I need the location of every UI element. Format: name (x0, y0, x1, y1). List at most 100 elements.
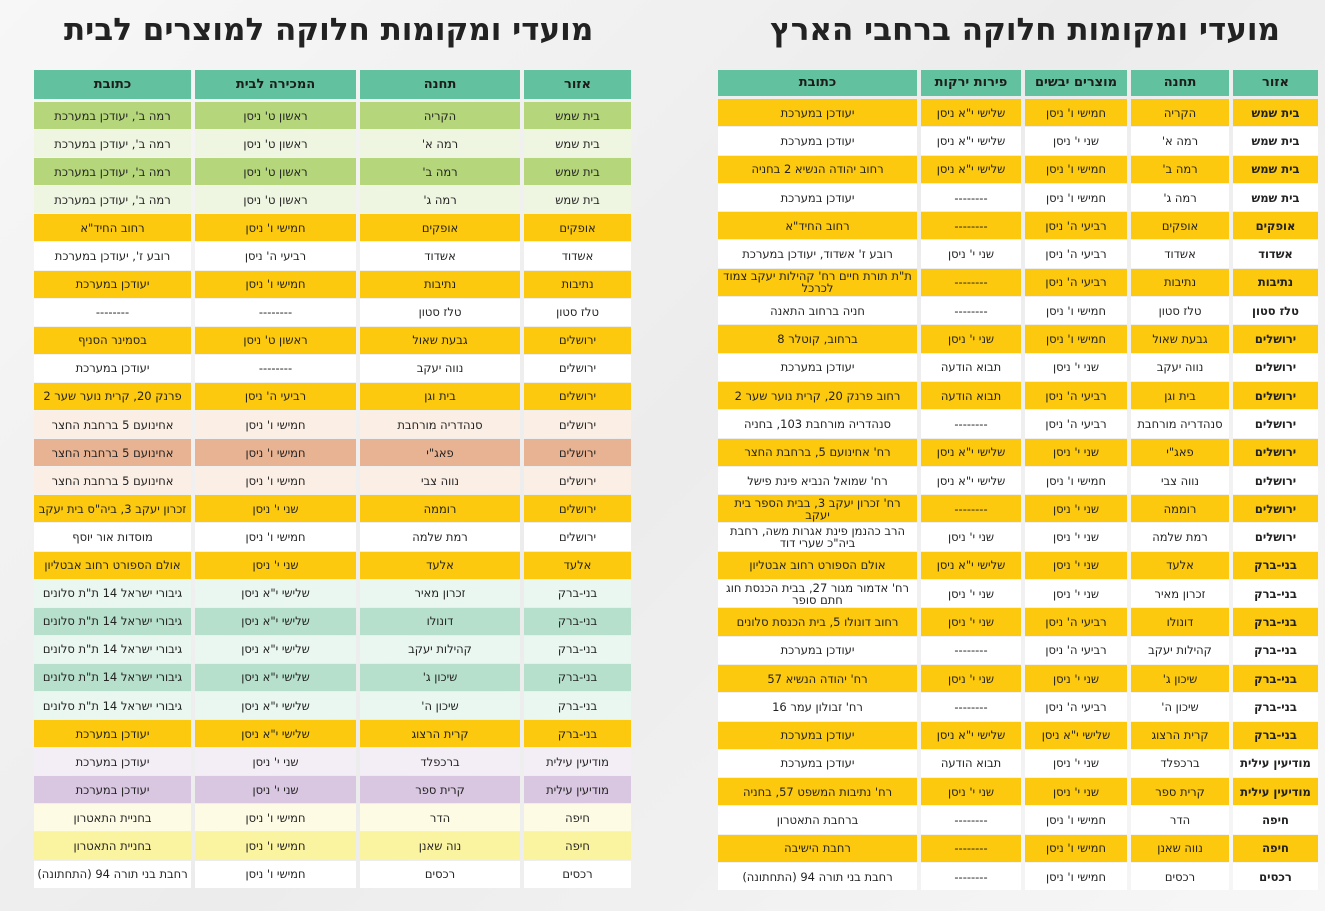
left-title: מועדי ומקומות חלוקה למוצרים לבית (64, 12, 594, 48)
table-cell: יעודכן במערכת (718, 636, 917, 664)
table-cell: דונולו (360, 607, 520, 635)
table-cell: אולם הספורט רחוב אבטליון (718, 551, 917, 580)
table-cell: מודיעין עילית (1233, 749, 1318, 778)
table-cell: תבוא הודעה (921, 749, 1021, 778)
table-cell: -------- (195, 354, 356, 382)
table-cell: רמה א' (1131, 127, 1229, 155)
table-cell: בית שמש (524, 102, 631, 130)
table-cell: ברחוב, קוטלר 8 (718, 325, 917, 353)
table-cell: חמישי ו' ניסן (1025, 834, 1127, 863)
table-cell: רביעי ה' ניסן (1025, 212, 1127, 240)
table-cell: שלישי י"א ניסן (195, 663, 356, 691)
table-cell: רח' זבולון עמר 16 (718, 693, 917, 721)
table-cell: רח' יהודה הנשיא 57 (718, 664, 917, 693)
table-cell: רובע ז', יעודכן במערכת (34, 242, 191, 270)
table-cell: חמישי ו' ניסן (195, 270, 356, 298)
table-cell: שני י' ניסן (1025, 438, 1127, 466)
table-cell: שני י' ניסן (195, 748, 356, 776)
table-cell: זכרון מאיר (360, 579, 520, 607)
table-cell: רכסים (524, 860, 631, 888)
table-cell: בית שמש (1233, 183, 1318, 212)
table-cell: רובע ז' אשדוד, יעודכן במערכת (718, 240, 917, 268)
table-cell: שלישי י"א ניסן (921, 551, 1021, 580)
table-cell: נווה יעקב (1131, 353, 1229, 381)
table-cell: בני-ברק (524, 691, 631, 720)
table-cell: חמישי ו' ניסן (1025, 806, 1127, 834)
table-cell: שלישי י"א ניסן (921, 155, 1021, 183)
table-cell: מודיעין עילית (524, 776, 631, 804)
table-cell: -------- (921, 297, 1021, 325)
table-cell: אשדוד (1131, 240, 1229, 268)
table-cell: בני-ברק (524, 720, 631, 748)
table-cell: מוסדות אור יוסף (34, 523, 191, 551)
column-header: כתובת (34, 70, 191, 99)
table-cell: גיבורי ישראל 14 ת"ת סלונים (34, 635, 191, 663)
table-cell: דונולו (1131, 608, 1229, 636)
table-cell: גיבורי ישראל 14 ת"ת סלונים (34, 663, 191, 691)
table-cell: אחינועם 5 ברחבת החצר (34, 439, 191, 467)
table-cell: שני י' ניסן (921, 325, 1021, 353)
table-cell: -------- (921, 212, 1021, 240)
table-cell: ירושלים (524, 411, 631, 439)
table-cell: רביעי ה' ניסן (1025, 693, 1127, 721)
table-cell: שלישי י"א ניסן (921, 466, 1021, 495)
table-cell: חיפה (524, 804, 631, 832)
table-cell: רביעי ה' ניסן (195, 242, 356, 270)
table-cell: בני-ברק (1233, 580, 1318, 608)
table-cell: בני-ברק (524, 579, 631, 607)
column-header: אזור (524, 70, 631, 99)
table-cell: ברכפלד (360, 748, 520, 776)
table-cell: ראשון ט' ניסן (195, 186, 356, 214)
table-cell: טלז סטון (524, 298, 631, 326)
table-cell: ברכפלד (1131, 749, 1229, 778)
table-cell: שיכון ה' (1131, 693, 1229, 721)
table-cell: קרית הרצוג (1131, 721, 1229, 749)
table-cell: בית וגן (1131, 381, 1229, 410)
table-cell: אשדוד (1233, 240, 1318, 268)
table-cell: רמה א' (360, 130, 520, 158)
table-cell: נוה שאנן (360, 832, 520, 860)
table-cell: -------- (921, 863, 1021, 891)
table-cell: טלז סטון (1131, 297, 1229, 325)
table-cell: חניה ברחוב התאנה (718, 297, 917, 325)
table-cell: אופקים (1131, 212, 1229, 240)
table-cell: רחוב יהודה הנשיא 2 בחניה (718, 155, 917, 183)
table-cell: שלישי י"א ניסן (921, 721, 1021, 749)
table-cell: -------- (921, 806, 1021, 834)
table-cell: שלישי י"א ניסן (1025, 721, 1127, 749)
table-cell: רביעי ה' ניסן (1025, 608, 1127, 636)
table-cell: רח' אחינועם 5, ברחבת החצר (718, 438, 917, 466)
table-cell: שני י' ניסן (1025, 353, 1127, 381)
table-cell: רמה ב', יעודכן במערכת (34, 130, 191, 158)
table-cell: אלעד (1131, 551, 1229, 580)
table-cell: יעודכן במערכת (718, 721, 917, 749)
table-cell: שני י' ניסן (195, 776, 356, 804)
column-header: אזור (1233, 70, 1318, 96)
table-cell: -------- (921, 495, 1021, 523)
table-cell: אופקים (1233, 212, 1318, 240)
table-cell: קהילות יעקב (360, 635, 520, 663)
table-cell: נתיבות (1131, 268, 1229, 297)
table-cell: שני י' ניסן (195, 551, 356, 579)
table-cell: בית שמש (524, 158, 631, 186)
left-table: אזור תחנה המכירה לבית כתובת בית שמש הקריה ראשו… (34, 70, 631, 888)
table-cell: רחוב פרנק 20, קרית נוער שער 2 (718, 381, 917, 410)
table-cell: רביעי ה' ניסן (1025, 240, 1127, 268)
table-cell: ירושלים (524, 467, 631, 495)
column-header: תחנה (1131, 70, 1229, 96)
table-cell: בית שמש (1233, 155, 1318, 183)
table-cell: רח' זכרון יעקב 3, בבית הספר בית יעקב (718, 495, 917, 523)
table-cell: ירושלים (1233, 438, 1318, 466)
table-cell: שני י' ניסן (921, 778, 1021, 806)
table-cell: שלישי י"א ניסן (921, 438, 1021, 466)
column-header: המכירה לבית (195, 70, 356, 99)
table-cell: שני י' ניסן (1025, 664, 1127, 693)
table-cell: שני י' ניסן (921, 523, 1021, 551)
table-cell: זכרון יעקב 3, ביה"ס בית יעקב (34, 495, 191, 523)
table-cell: סנהדריה מורחבת (360, 411, 520, 439)
right-title: מועדי ומקומות חלוקה ברחבי הארץ (770, 12, 1280, 48)
table-cell: ירושלים (1233, 381, 1318, 410)
table-cell: רח' אדמור מגור 27, בבית הכנסת חוג חתם סו… (718, 580, 917, 608)
table-cell: רמה ב' (1131, 155, 1229, 183)
table-cell: יעודכן במערכת (718, 749, 917, 778)
